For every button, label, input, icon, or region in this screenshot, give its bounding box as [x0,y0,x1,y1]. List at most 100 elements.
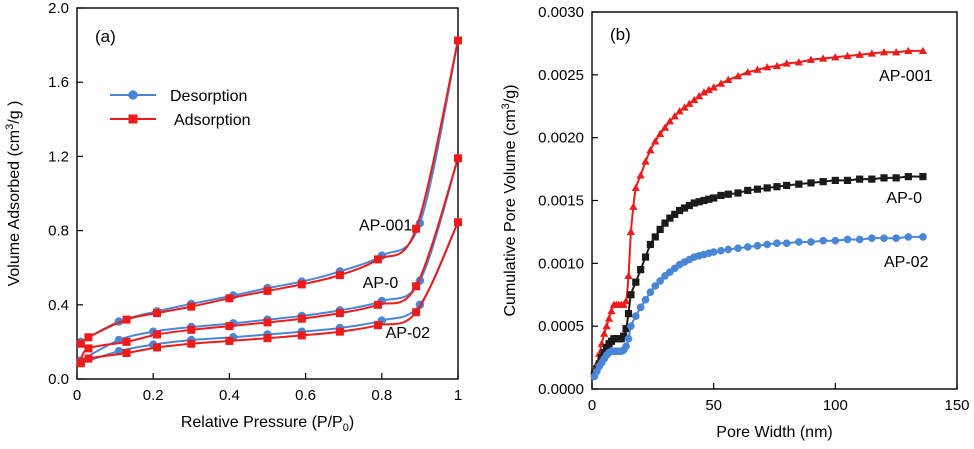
data-point [685,99,694,107]
data-point [335,271,344,280]
series-label: AP-02 [386,325,431,342]
data-point [685,201,693,210]
series-line [80,157,459,362]
y-axis-label-end: /g) [502,85,519,104]
data-point [665,117,675,125]
data-point [773,183,781,191]
y-axis-label: Volume Adsorbed (cm3/g ) [4,101,23,287]
data-point [892,174,900,182]
data-point [763,63,772,71]
data-point [904,233,913,241]
series-label: AP-02 [884,254,929,271]
y-tick-label: 0.4 [48,297,69,314]
y-axis-label: Cumulative Pore Volume (cm3/g) [500,85,519,317]
data-point [641,157,650,165]
data-point [704,85,713,94]
data-point [263,318,272,327]
data-point [710,194,718,202]
data-point [335,327,344,336]
x-tick-label: 0.6 [295,387,316,404]
data-point [772,61,782,70]
data-point [651,233,659,241]
y-axis-label-superscript: 3 [500,103,512,109]
data-point [122,315,131,324]
x-tick-label: 0.8 [371,387,392,404]
data-point [76,359,85,368]
data-point [744,186,752,195]
data-point [624,271,633,280]
x-axis-label: Relative Pressure (P/P0) [181,414,354,434]
series-line [593,49,923,371]
data-point [187,339,196,348]
data-point [666,214,674,222]
data-point [676,206,684,215]
data-point [263,334,272,343]
series-ap-0 [590,173,927,378]
data-point [867,49,876,57]
data-point [892,48,901,56]
data-point [671,210,679,218]
data-point [782,239,791,248]
data-point [631,183,640,192]
data-point [919,233,927,241]
x-tick-label: 0.2 [143,387,164,404]
x-tick-label: 50 [705,397,722,414]
data-point [373,255,382,264]
data-point [724,245,733,254]
y-tick-label: 1.2 [48,148,69,165]
data-point [84,354,93,363]
series-label: AP-001 [359,218,412,235]
data-point [831,53,840,61]
data-point [621,296,631,305]
y-tick-label: 0.0005 [538,318,584,335]
data-point [225,294,234,303]
y-axis-label-superscript: 3 [4,124,16,130]
data-point [904,46,913,55]
y-axis-label-end: /g ) [6,101,23,124]
data-point [856,175,864,183]
data-point [454,218,462,227]
data-point [636,171,645,179]
data-point [624,334,633,343]
data-point [855,235,864,244]
data-point [656,277,664,285]
data-point [918,46,928,55]
data-point [794,238,803,246]
panel-label: (b) [610,25,631,44]
data-point [263,286,272,295]
series-label: AP-0 [886,190,922,207]
data-point [627,322,635,331]
y-tick-label: 0.0030 [538,4,584,21]
series-line [80,40,459,343]
data-point [700,196,708,205]
data-point [843,176,852,184]
data-point [604,314,614,322]
data-point [724,75,733,83]
data-point [412,282,421,291]
data-point [624,310,633,318]
data-point [655,129,665,138]
data-point [335,309,344,318]
data-point [622,342,630,351]
data-point [636,303,645,312]
data-point [607,306,616,315]
data-point [412,224,421,233]
data-point [734,189,742,197]
data-point [705,195,713,203]
plot-frame [76,7,459,380]
data-point [690,95,699,104]
y-tick-label: 1.6 [48,74,69,91]
data-point [743,243,752,251]
legend-swatch-marker [128,114,138,124]
y-tick-label: 0.0 [48,371,69,388]
series-ap-001-adsorption [76,36,462,348]
data-point [187,302,196,311]
series-ap-001 [590,46,928,374]
data-point [622,325,630,333]
data-point [603,343,611,352]
data-point [670,112,679,120]
data-point [807,179,815,187]
data-point [868,175,876,183]
data-point [695,198,703,206]
y-axis-label-main: Cumulative Pore Volume (cm [502,109,519,316]
